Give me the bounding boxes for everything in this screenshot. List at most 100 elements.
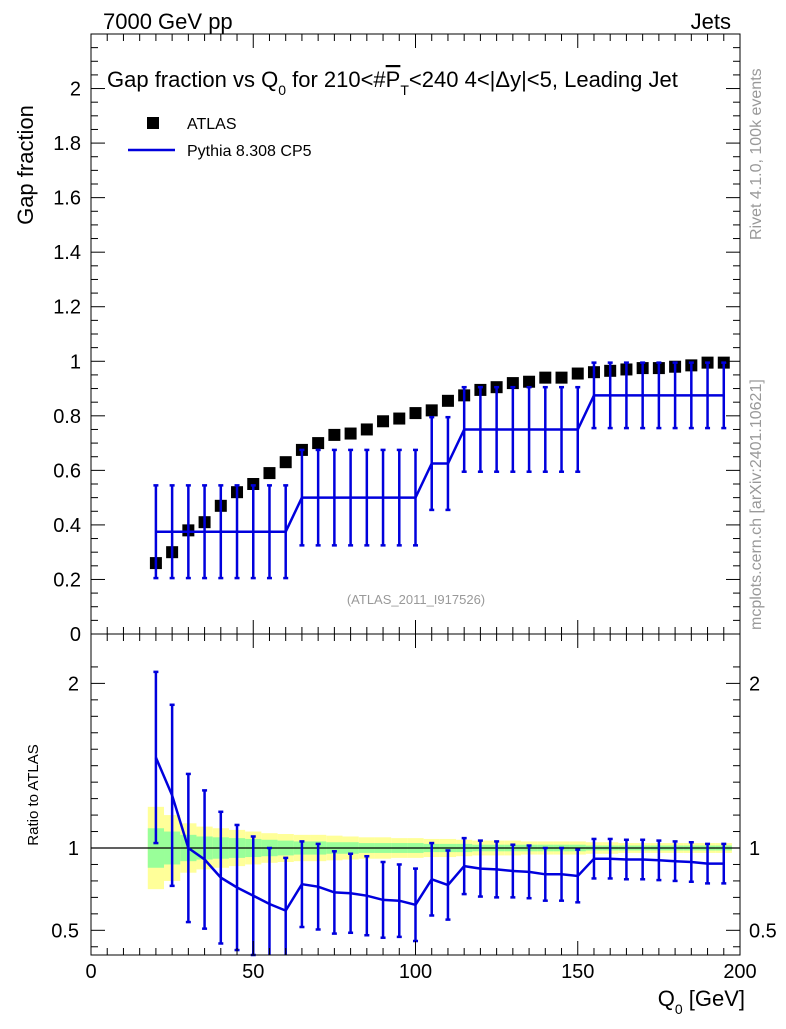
mc-error-bar: [705, 361, 711, 430]
ratio-error-bar: [494, 840, 500, 899]
atlas-point: [506, 377, 519, 390]
top-ytick-label: 1: [70, 351, 81, 373]
top-ytick-label: 1.4: [53, 242, 81, 264]
atlas-point: [523, 375, 536, 388]
ratio-error-bar: [721, 842, 727, 885]
ratio-error-bar: [623, 838, 629, 881]
mc-error-bar: [250, 484, 256, 580]
mc-error-bar: [153, 484, 159, 580]
ratio-error-bar: [364, 854, 370, 937]
mcplots-label: mcplots.cern.ch [arXiv:2401.10621]: [748, 379, 765, 630]
legend-data-label: ATLAS: [187, 116, 237, 133]
mc-error-bar: [299, 448, 305, 547]
ratio-error-bar: [640, 838, 646, 881]
mc-error-bar: [607, 361, 613, 430]
xlabel-sub: 0: [675, 1001, 683, 1017]
mc-error-bar: [461, 385, 467, 473]
ratio-ytick-label-right: 1: [749, 838, 760, 860]
ratio-error-bar: [185, 772, 191, 924]
ratio-error-bar: [542, 846, 548, 902]
xlabel-unit: [GeV]: [683, 986, 745, 1011]
ratio-error-bar: [672, 840, 678, 883]
ratio-error-bar: [283, 856, 289, 955]
plot-title: Gap fraction vs Q0 for 210<#PT<240 4<|Δy…: [107, 67, 678, 98]
ratio-error-bar: [445, 849, 451, 921]
atlas-point: [312, 437, 325, 450]
header-right: Jets: [691, 9, 731, 34]
ratio-error-bar: [461, 836, 467, 896]
top-ytick-label: 0.2: [53, 569, 81, 591]
xtick-label: 150: [561, 961, 594, 983]
mc-error-bar: [494, 385, 500, 473]
atlas-point: [279, 456, 292, 469]
mc-error-bar: [575, 385, 581, 473]
atlas-point: [409, 407, 422, 420]
ratio-ylabel: Ratio to ATLAS: [25, 744, 42, 845]
xlabel: Q0 [GeV]: [658, 986, 745, 1017]
mc-error-bar: [623, 361, 629, 430]
atlas-point: [555, 371, 568, 384]
mc-error-bar: [559, 385, 565, 473]
top-ytick-label: 1.2: [53, 297, 81, 319]
mc-error-bar: [202, 484, 208, 580]
ratio-error-bar: [591, 837, 597, 880]
mc-error-bar: [266, 484, 272, 580]
mc-error-bar: [429, 415, 435, 512]
mc-error-bar: [218, 484, 224, 580]
mc-error-bar: [348, 448, 354, 547]
top-ytick-label: 2: [70, 79, 81, 101]
ratio-error-bar: [169, 703, 175, 888]
mc-error-bar: [283, 484, 289, 580]
ratio-error-bar: [331, 850, 337, 935]
legend-mc-label: Pythia 8.308 CP5: [187, 143, 312, 160]
mc-error-bar: [380, 448, 386, 547]
top-ytick-label: 0: [70, 624, 81, 646]
ratio-error-bar: [656, 839, 662, 882]
ratio-error-bar: [153, 670, 159, 845]
atlas-point: [377, 415, 390, 428]
title-mid: for 210<#: [286, 67, 386, 92]
ratio-error-bar: [380, 860, 386, 939]
ratio-error-bar: [218, 810, 224, 945]
title-suffix: <240 4<|Δy|<5, Leading Jet: [409, 67, 678, 92]
title-subT: T: [400, 82, 409, 98]
ratio-error-bar: [607, 837, 613, 880]
mc-error-bar: [688, 361, 694, 430]
title-prefix: Gap fraction vs Q: [107, 67, 278, 92]
ratio-line: [154, 757, 724, 913]
mc-error-bar: [445, 415, 451, 512]
ratio-panel: 0 50 100 150 200 0.5 0.5 1 1 2 2: [51, 633, 777, 983]
top-ytick-label: 0.4: [53, 515, 81, 537]
ratio-error-bar: [510, 843, 516, 899]
atlas-point: [360, 423, 373, 436]
atlas-point: [247, 478, 260, 490]
analysis-watermark: (ATLAS_2011_I917526): [347, 592, 485, 607]
atlas-point: [571, 367, 584, 380]
ratio-error-bar: [348, 852, 354, 935]
ratio-error-bar: [315, 842, 321, 931]
ratio-error-bar: [299, 840, 305, 929]
mc-error-bar: [640, 361, 646, 430]
xtick-label: 50: [242, 961, 264, 983]
ratio-error-bar: [266, 846, 272, 955]
mc-error-bar: [721, 361, 727, 430]
title-sub0: 0: [278, 82, 286, 98]
ratio-ytick-label: 1: [68, 838, 79, 860]
ratio-error-bar: [575, 848, 581, 904]
mc-error-bar: [234, 484, 240, 580]
atlas-point: [441, 394, 454, 407]
mc-error-bar: [185, 484, 191, 580]
top-ytick-label: 1.8: [53, 133, 81, 155]
mc-error-bar: [396, 448, 402, 547]
mc-error-bar: [526, 385, 532, 473]
ratio-ytick-label-right: 2: [749, 673, 760, 695]
top-ytick-label: 0.8: [53, 406, 81, 428]
ratio-error-bar: [559, 846, 565, 902]
ratio-error-bar: [705, 842, 711, 885]
mc-error-bar: [672, 361, 678, 430]
xtick-label: 0: [85, 961, 96, 983]
atlas-point: [263, 467, 276, 480]
mc-error-bar: [510, 385, 516, 473]
ratio-error-bar: [477, 839, 483, 898]
atlas-point: [425, 404, 438, 417]
